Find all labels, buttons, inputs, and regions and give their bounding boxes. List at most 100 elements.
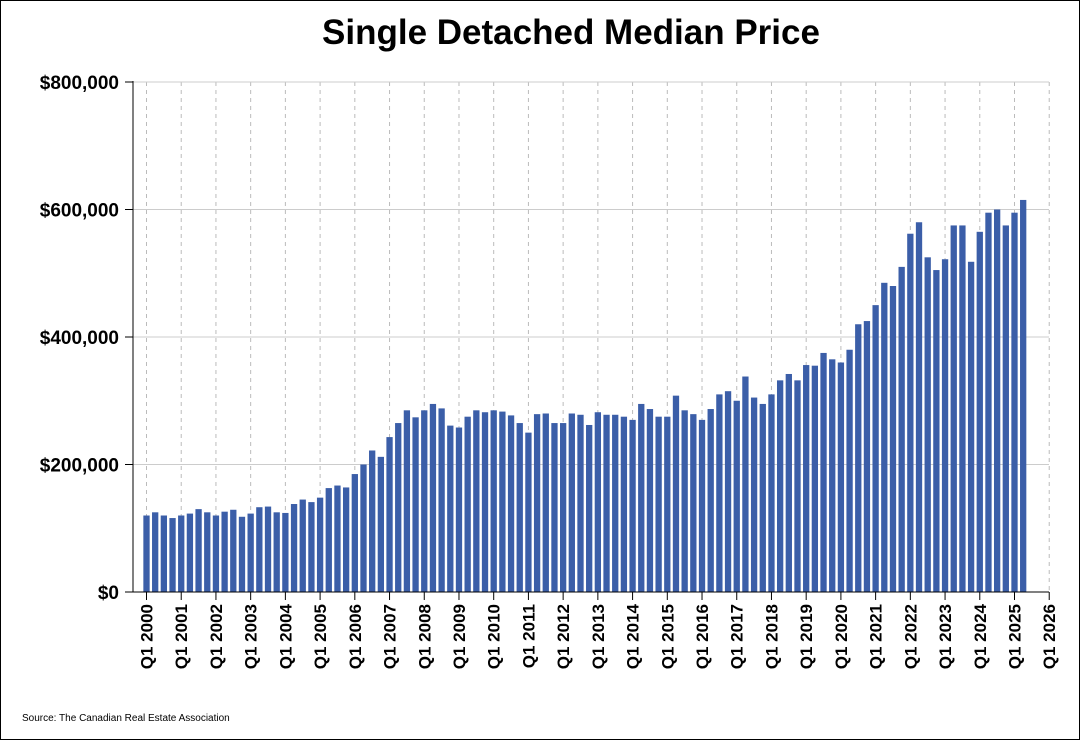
bar bbox=[829, 359, 836, 592]
x-tick-label: Q1 2011 bbox=[519, 604, 538, 668]
x-tick-label: Q1 2010 bbox=[485, 604, 504, 669]
chart-title: Single Detached Median Price bbox=[322, 13, 820, 52]
bar bbox=[221, 511, 228, 592]
bar bbox=[759, 403, 766, 592]
bar bbox=[907, 233, 914, 592]
bar bbox=[230, 509, 237, 592]
bar bbox=[655, 416, 662, 592]
bar bbox=[1011, 212, 1018, 592]
bar bbox=[169, 518, 176, 592]
bar bbox=[1020, 199, 1027, 592]
bar bbox=[794, 380, 801, 592]
bar bbox=[342, 487, 350, 592]
bar bbox=[568, 413, 575, 592]
bar bbox=[724, 391, 732, 592]
bar bbox=[681, 410, 688, 592]
bar bbox=[273, 512, 280, 592]
bar bbox=[837, 362, 845, 592]
bar bbox=[525, 432, 532, 593]
x-tick-label: Q1 2023 bbox=[936, 604, 955, 669]
x-tick-label: Q1 2002 bbox=[207, 604, 226, 669]
x-axis-ticks: Q1 2000 Q1 2001 Q1 2002 Q1 2003 Q1 2004 Q1 20… bbox=[138, 592, 1059, 669]
bar bbox=[421, 410, 428, 592]
bar bbox=[507, 415, 515, 592]
bar bbox=[915, 222, 923, 592]
bar bbox=[533, 414, 541, 592]
x-tick-label: Q1 2004 bbox=[276, 603, 295, 669]
x-tick-label: Q1 2017 bbox=[728, 604, 747, 669]
bar bbox=[369, 450, 376, 592]
bar bbox=[1002, 225, 1009, 592]
bar bbox=[264, 506, 272, 592]
bar bbox=[386, 437, 393, 592]
bar bbox=[455, 427, 463, 592]
y-tick-label: $400,000 bbox=[40, 328, 119, 349]
bar bbox=[664, 416, 671, 592]
source-note: Source: The Canadian Real Estate Associa… bbox=[22, 713, 230, 724]
x-tick-label: Q1 2005 bbox=[311, 604, 330, 669]
bar bbox=[733, 400, 740, 592]
x-tick-label: Q1 2020 bbox=[832, 604, 851, 669]
bar bbox=[776, 380, 784, 592]
y-tick-label: $800,000 bbox=[40, 73, 119, 94]
x-tick-label: Q1 2022 bbox=[901, 604, 920, 669]
bar bbox=[690, 414, 697, 592]
bar bbox=[403, 410, 411, 592]
x-tick-label: Q1 2012 bbox=[554, 604, 573, 669]
bar bbox=[256, 507, 263, 592]
bar bbox=[238, 516, 246, 592]
x-tick-label: Q1 2001 bbox=[172, 604, 191, 669]
x-tick-label: Q1 2013 bbox=[589, 604, 608, 669]
x-tick-label: Q1 2019 bbox=[797, 604, 816, 669]
bar bbox=[967, 261, 975, 592]
bar bbox=[559, 423, 567, 592]
bar-series bbox=[143, 199, 1027, 593]
bar bbox=[212, 515, 220, 592]
bar bbox=[586, 424, 593, 592]
y-tick-label: $0 bbox=[98, 583, 119, 604]
x-tick-label: Q1 2007 bbox=[381, 604, 400, 669]
x-tick-label: Q1 2021 bbox=[867, 604, 886, 669]
bar bbox=[594, 412, 602, 592]
bar bbox=[820, 352, 827, 592]
bar bbox=[308, 502, 315, 592]
bar bbox=[516, 423, 523, 592]
bar bbox=[941, 259, 949, 592]
bar bbox=[933, 270, 940, 592]
bar bbox=[603, 414, 610, 592]
bar bbox=[395, 423, 402, 592]
bar bbox=[282, 512, 289, 592]
bar bbox=[898, 266, 905, 593]
bar bbox=[334, 485, 341, 592]
bar bbox=[551, 423, 558, 592]
bar bbox=[612, 414, 619, 592]
bar bbox=[429, 403, 437, 592]
x-tick-label: Q1 2009 bbox=[450, 604, 469, 669]
bar bbox=[178, 515, 185, 592]
bar bbox=[542, 413, 549, 592]
bar bbox=[889, 286, 897, 592]
bar bbox=[447, 425, 454, 592]
bar bbox=[881, 282, 888, 592]
x-tick-label: Q1 2003 bbox=[242, 604, 261, 669]
bar bbox=[629, 419, 636, 593]
bar bbox=[768, 394, 775, 593]
bar bbox=[438, 408, 445, 592]
x-tick-label: Q1 2015 bbox=[658, 604, 677, 669]
y-axis-ticks: $0 $200,000 $400,000 $600,000 $800,000 bbox=[40, 73, 133, 604]
bar bbox=[577, 414, 584, 592]
bar bbox=[707, 409, 714, 592]
bar bbox=[143, 515, 150, 592]
bar bbox=[490, 410, 497, 592]
bar bbox=[846, 349, 853, 592]
bar bbox=[638, 403, 645, 592]
bar bbox=[160, 515, 168, 592]
bar bbox=[325, 488, 332, 592]
bar bbox=[750, 397, 758, 592]
bar bbox=[247, 513, 254, 592]
bar bbox=[316, 497, 324, 592]
x-tick-label: Q1 2018 bbox=[763, 604, 782, 669]
bar bbox=[646, 409, 654, 592]
bar bbox=[698, 419, 706, 593]
